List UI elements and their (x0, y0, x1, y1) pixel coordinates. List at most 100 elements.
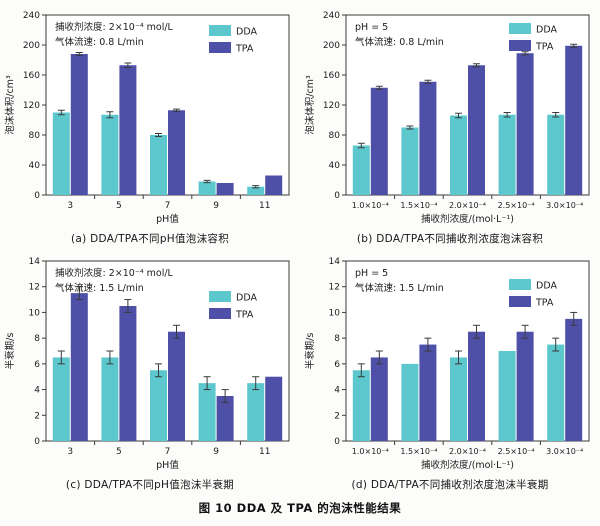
y-tick-label: 240 (323, 11, 340, 21)
bar (401, 127, 419, 195)
charts-grid: 0 40 80 120 160 200 240 3 5 7 9 11 捕收剂浓度: 2×10⁻⁴ mol… (0, 6, 600, 492)
y-tick-label: 10 (329, 308, 341, 318)
legend-label: DDA (236, 293, 257, 304)
x-tick-label: 11 (259, 201, 270, 211)
y-axis: 0 40 80 120 160 200 240 (323, 11, 346, 201)
legend: DDA TPA (509, 279, 557, 309)
error-bar (357, 142, 365, 149)
bar (265, 175, 283, 195)
y-tick-label: 8 (334, 334, 340, 344)
y-tick-label: 14 (329, 257, 341, 267)
bar (547, 114, 565, 195)
bar (450, 115, 467, 195)
error-bar (375, 350, 383, 365)
chart-panel-c: 0 2 4 6 8 10 12 14 3 5 7 9 11 捕收剂浓度: 2×10⁻⁴ mol/L 气体流速… (0, 252, 300, 492)
error-bar (357, 363, 365, 378)
y-axis: 0 2 4 6 8 10 12 14 (29, 257, 46, 447)
annotation-line: 捕收剂浓度: 2×10⁻⁴ mol/L (55, 21, 174, 33)
y-tick-label: 12 (29, 283, 40, 293)
y-tick-label: 10 (29, 308, 41, 318)
legend-swatch (509, 296, 531, 307)
bar (352, 370, 370, 441)
error-bar (252, 376, 260, 391)
y-tick-label: 40 (329, 161, 341, 171)
legend-label: TPA (535, 42, 554, 53)
chart-b-caption: (b) DDA/TPA不同捕收剂浓度泡沫容积 (356, 233, 544, 245)
error-bar (173, 324, 180, 339)
x-tick-label: 2.0×10⁻⁴ (449, 447, 486, 456)
legend: DDA TPA (509, 23, 557, 53)
bar (370, 357, 388, 441)
x-axis-title: 捕收剂浓度/(mol·L⁻¹) (421, 459, 514, 471)
chart-d-canvas: 0 2 4 6 8 10 12 14 1.0×10⁻⁴ 1.5×10⁻⁴ 2.0×10⁻⁴ 2.5×1… (304, 257, 590, 471)
y-tick-label: 2 (34, 411, 40, 421)
x-tick-label: 5 (116, 447, 122, 457)
y-axis: 0 40 80 120 160 200 240 (23, 11, 46, 201)
annotation: pH = 5 气体流速: 0.8 L/min (355, 22, 444, 48)
error-bar (75, 52, 83, 56)
legend-label: TPA (535, 298, 554, 309)
error-bar (424, 337, 432, 352)
bars-DDA (352, 337, 565, 441)
legend-swatch (209, 25, 231, 36)
bar (247, 383, 265, 441)
error-bar (455, 350, 462, 365)
y-tick-label: 2 (334, 411, 340, 421)
bar (450, 357, 467, 441)
bars-TPA (370, 43, 583, 195)
bar (198, 383, 216, 441)
legend-swatch (509, 279, 531, 290)
chart-panel-a: 0 40 80 120 160 200 240 3 5 7 9 11 捕收剂浓度: 2×10⁻⁴ mol… (0, 6, 300, 246)
x-tick-label: 7 (165, 201, 171, 211)
error-bar (503, 112, 511, 118)
error-bar (203, 179, 211, 184)
error-bar (155, 363, 162, 378)
error-bar (124, 299, 132, 313)
bar (101, 114, 119, 195)
bar (498, 351, 516, 441)
bar (150, 135, 167, 195)
error-bar (203, 376, 211, 391)
bar (247, 186, 265, 195)
bar (70, 293, 88, 441)
bar (52, 357, 70, 441)
bar (150, 370, 167, 441)
y-tick-label: 0 (34, 437, 40, 447)
y-tick-label: 4 (334, 386, 340, 396)
error-bar (473, 63, 480, 68)
error-bar (570, 311, 578, 326)
y-axis-title: 半衰期/s (4, 333, 16, 370)
chart-a-caption: (a) DDA/TPA不同pH值泡沫容积 (71, 233, 229, 245)
error-bar (106, 350, 114, 365)
bar (352, 145, 370, 195)
bar (516, 331, 534, 441)
y-tick-label: 0 (334, 437, 340, 447)
y-tick-label: 80 (329, 131, 341, 141)
x-axis: 3 5 7 9 11 (67, 195, 270, 211)
bar (198, 181, 216, 195)
x-axis-title: 捕收剂浓度/(mol·L⁻¹) (421, 213, 514, 225)
x-tick-label: 2.0×10⁻⁴ (449, 201, 486, 210)
error-bar (521, 324, 529, 339)
bars-DDA (52, 350, 265, 441)
legend-label: DDA (236, 27, 257, 38)
x-tick-label: 3 (67, 447, 73, 457)
y-tick-label: 4 (34, 386, 40, 396)
x-tick-label: 2.5×10⁻⁴ (498, 201, 535, 210)
legend: DDA TPA (209, 291, 257, 321)
x-tick-label: 3.0×10⁻⁴ (546, 201, 583, 210)
bars-TPA (70, 286, 283, 441)
annotation-line: 气体流速: 1.5 L/min (355, 282, 444, 294)
legend-label: DDA (536, 281, 557, 292)
error-bar (570, 43, 578, 48)
x-tick-label: 1.5×10⁻⁴ (400, 201, 437, 210)
x-tick-label: 7 (165, 447, 171, 457)
error-bar (252, 185, 260, 189)
y-tick-label: 0 (334, 191, 340, 201)
y-tick-label: 40 (29, 161, 41, 171)
error-bar (155, 133, 162, 137)
x-tick-label: 9 (213, 447, 219, 457)
bar (516, 53, 534, 195)
y-tick-label: 120 (23, 101, 40, 111)
